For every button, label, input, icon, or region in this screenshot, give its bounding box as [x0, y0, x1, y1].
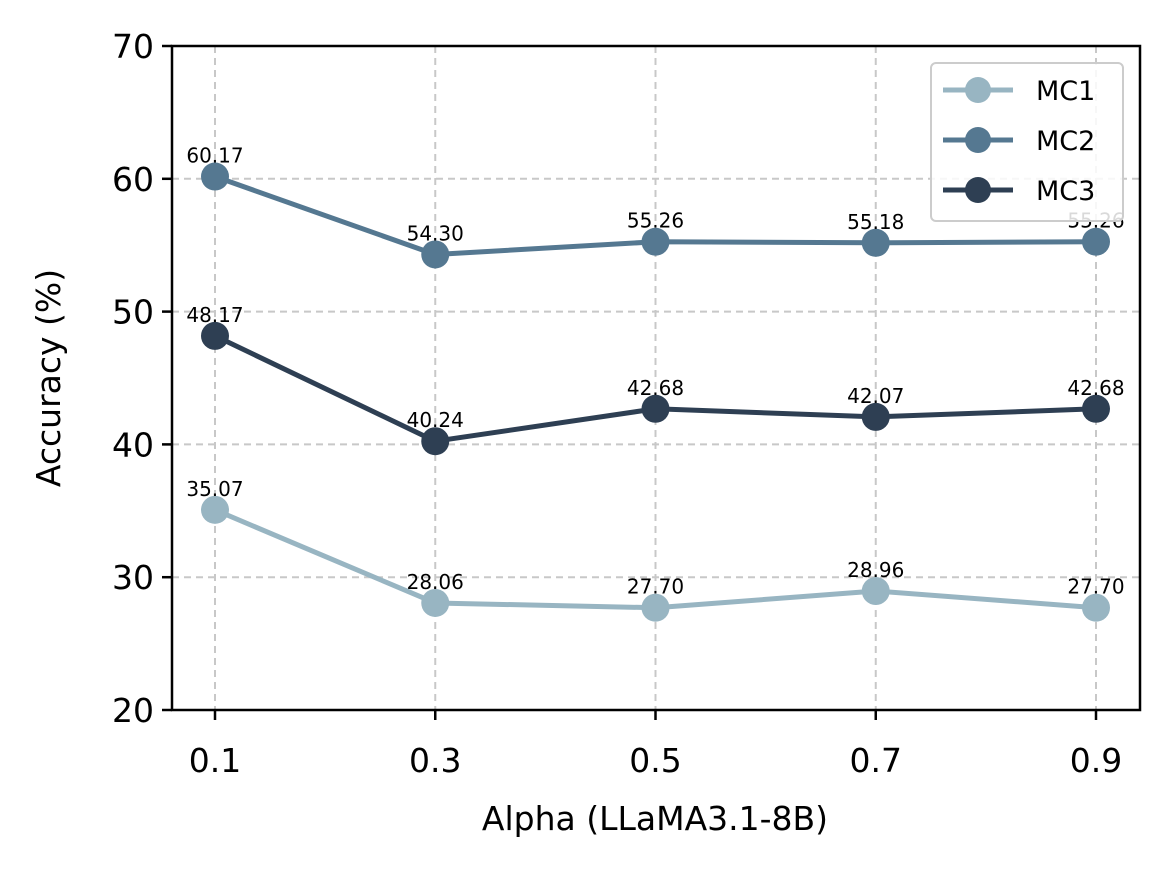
data-label-mc3: 42.68: [627, 376, 684, 400]
legend-label-mc3: MC3: [1036, 176, 1095, 207]
data-point-mc2: [201, 162, 229, 191]
data-point-mc2: [641, 227, 670, 256]
legend-swatch-marker: [965, 77, 991, 103]
data-label-mc1: 28.96: [847, 558, 904, 582]
y-tick-label: 50: [112, 293, 154, 332]
data-point-mc2: [421, 240, 450, 269]
y-tick-label: 30: [112, 558, 154, 597]
x-tick-label: 0.1: [189, 741, 241, 780]
legend-label-mc1: MC1: [1036, 76, 1095, 107]
data-point-mc3: [421, 427, 450, 456]
data-label-mc3: 40.24: [407, 408, 464, 432]
legend: MC1 MC2 MC3: [930, 62, 1124, 222]
series-layer: [201, 162, 1110, 622]
data-point-mc3: [201, 321, 229, 350]
y-tick-label: 20: [112, 691, 154, 730]
data-point-mc3: [861, 402, 890, 431]
data-point-mc2: [861, 228, 890, 257]
data-label-mc3: 42.68: [1067, 376, 1124, 400]
data-label-mc2: 55.26: [627, 209, 684, 233]
data-label-mc1: 27.70: [627, 575, 684, 599]
data-point-mc3: [1082, 394, 1110, 423]
data-point-mc1: [1082, 593, 1110, 622]
y-tick-label: 70: [112, 27, 154, 66]
y-tick-label: 40: [112, 425, 154, 464]
x-tick-label: 0.3: [409, 741, 461, 780]
y-tick-label: 60: [112, 160, 154, 199]
legend-swatch-marker: [965, 177, 991, 203]
data-point-mc2: [1082, 227, 1110, 256]
data-label-mc2: 60.17: [186, 144, 243, 168]
x-axis-title: Alpha (LLaMA3.1-8B): [482, 799, 828, 838]
data-label-mc1: 35.07: [186, 477, 243, 501]
data-label-mc3: 42.07: [847, 384, 904, 408]
data-point-mc3: [641, 394, 670, 423]
legend-label-mc2: MC2: [1036, 126, 1095, 157]
legend-swatch-marker: [965, 127, 991, 153]
data-label-mc2: 54.30: [407, 221, 464, 245]
x-tick-label: 0.7: [850, 741, 902, 780]
data-point-mc1: [641, 593, 670, 622]
data-point-mc1: [201, 495, 229, 524]
axes-layer: 20 30 40 50 60 70 0.1 0.3 0.5 0.7 0.9: [112, 27, 1142, 780]
data-label-layer: 35.07 28.06 27.70 28.96 27.70 60.17 54.30 55.26…: [186, 144, 1124, 599]
data-label-mc2: 55.18: [847, 210, 904, 234]
data-point-mc1: [861, 577, 890, 606]
data-label-mc3: 48.17: [186, 303, 243, 327]
data-label-mc1: 28.06: [407, 570, 464, 594]
data-label-mc1: 27.70: [1067, 575, 1124, 599]
x-tick-label: 0.5: [629, 741, 681, 780]
x-tick-label: 0.9: [1070, 741, 1122, 780]
data-point-mc1: [421, 588, 450, 617]
y-axis-title: Accuracy (%): [29, 269, 68, 487]
